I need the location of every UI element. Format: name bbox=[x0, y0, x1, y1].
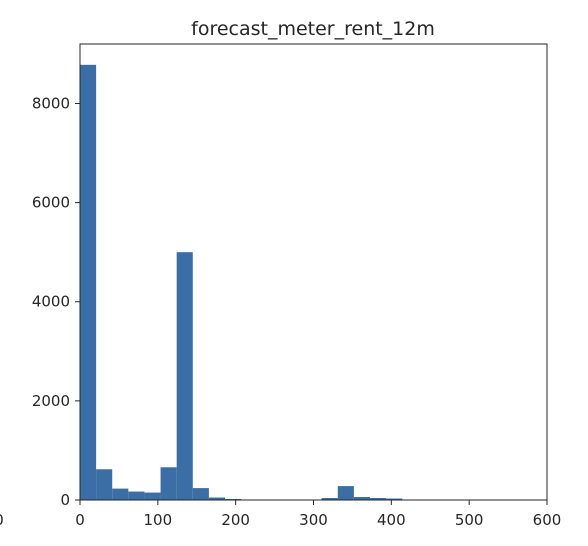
histogram-bar-19 bbox=[386, 498, 403, 500]
histogram-bar-16 bbox=[337, 486, 354, 500]
x-tick-label-1: 100 bbox=[144, 511, 173, 529]
histogram-bar-6 bbox=[176, 252, 193, 500]
histogram-bar-1 bbox=[96, 469, 113, 500]
histogram-bar-0 bbox=[80, 64, 97, 500]
x-tick-label-3: 300 bbox=[299, 511, 328, 529]
histogram-bar-17 bbox=[353, 497, 371, 500]
x-tick-label-4: 400 bbox=[377, 511, 406, 529]
histogram-bar-8 bbox=[208, 497, 225, 500]
histogram-bar-18 bbox=[370, 498, 387, 500]
histogram-bar-3 bbox=[128, 491, 145, 500]
left-edge-tick-fragment: 0 bbox=[0, 511, 4, 529]
histogram-bar-5 bbox=[160, 467, 177, 500]
y-tick-label-1: 2000 bbox=[32, 392, 70, 410]
x-tick-label-0: 0 bbox=[75, 511, 85, 529]
y-tick-label-4: 8000 bbox=[32, 94, 70, 112]
histogram-bar-15 bbox=[321, 498, 338, 500]
y-tick-label-3: 6000 bbox=[32, 194, 70, 212]
bars-layer bbox=[80, 64, 403, 500]
y-tick-label-2: 4000 bbox=[32, 293, 70, 311]
histogram-bar-4 bbox=[144, 492, 161, 500]
x-tick-label-2: 200 bbox=[221, 511, 250, 529]
x-tick-label-5: 500 bbox=[455, 511, 484, 529]
x-tick-label-6: 600 bbox=[533, 511, 562, 529]
histogram-bar-2 bbox=[112, 488, 129, 500]
histogram-bar-7 bbox=[192, 488, 209, 500]
y-tick-label-0: 0 bbox=[60, 491, 70, 509]
plot-frame bbox=[79, 43, 548, 501]
chart-title: forecast_meter_rent_12m bbox=[191, 18, 435, 40]
